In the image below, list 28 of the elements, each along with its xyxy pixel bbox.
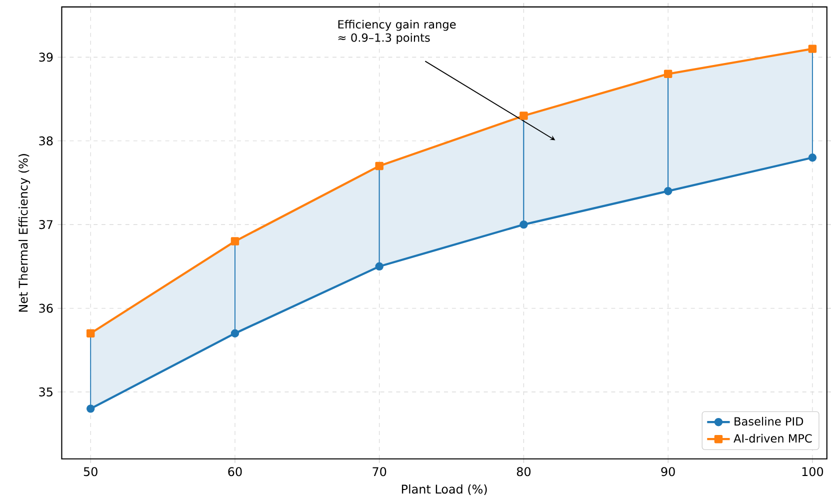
y-tick-label: 38 xyxy=(39,136,53,146)
x-tick-label: 80 xyxy=(516,467,531,476)
y-tick-label: 39 xyxy=(39,52,53,62)
point xyxy=(375,262,384,271)
x-tick-label: 70 xyxy=(372,467,386,476)
legend-label: AI-driven MPC xyxy=(734,434,812,443)
x-tick-label: 60 xyxy=(228,467,242,476)
y-tick-label: 36 xyxy=(39,304,53,313)
point xyxy=(808,154,817,162)
y-axis-title: Net Thermal Efficiency (%) xyxy=(18,154,30,312)
y-tick-label: 37 xyxy=(39,220,52,230)
point xyxy=(86,404,95,413)
y-tick-label: 35 xyxy=(39,388,52,397)
point xyxy=(86,329,95,338)
x-tick-label: 90 xyxy=(661,467,675,476)
x-tick-label: 100 xyxy=(802,467,824,476)
annotation: Efficiency gain range ≈ 0.9–1.3 points xyxy=(338,20,456,44)
point xyxy=(230,329,240,338)
point xyxy=(808,44,817,54)
point xyxy=(230,237,240,246)
point xyxy=(520,112,528,120)
point xyxy=(664,187,672,196)
legend-label: Baseline PID xyxy=(734,417,804,426)
point xyxy=(664,70,672,78)
x-tick-label: 50 xyxy=(84,467,98,476)
x-axis-title: Plant Load (%) xyxy=(402,484,487,496)
point xyxy=(520,220,528,229)
point xyxy=(375,162,384,170)
